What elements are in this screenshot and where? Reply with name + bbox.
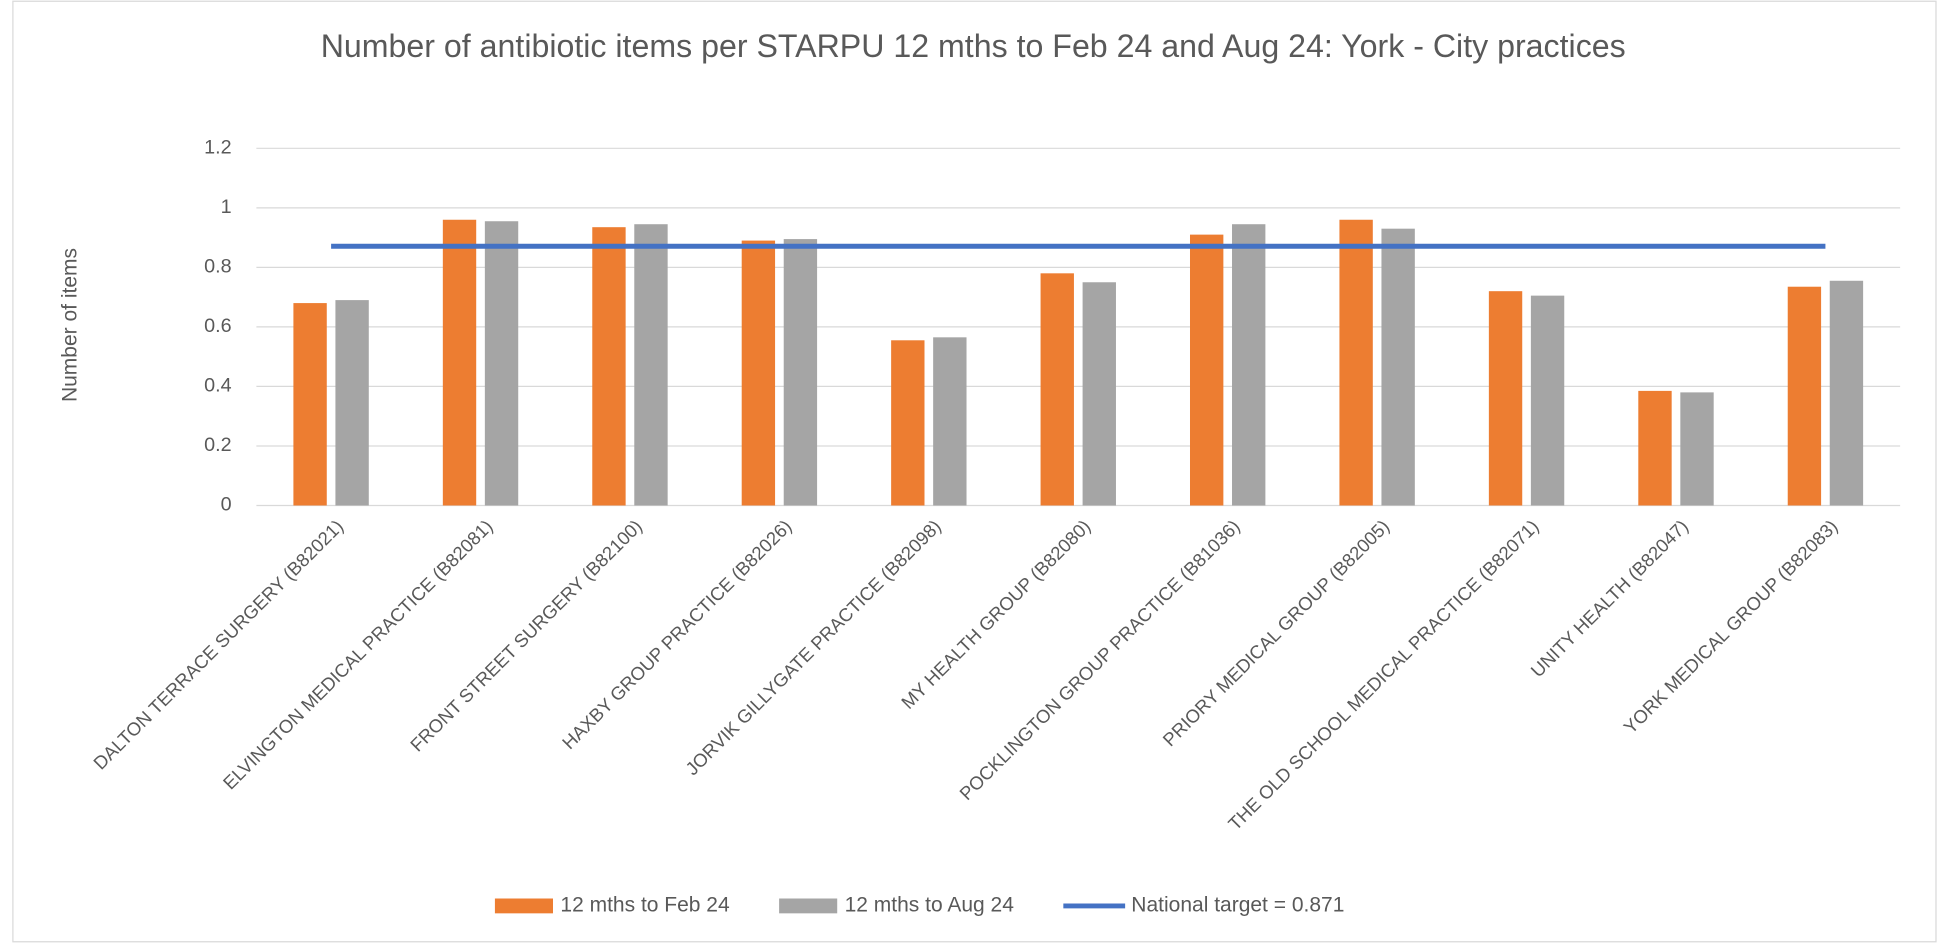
bar <box>1488 291 1523 506</box>
bar <box>1189 234 1224 506</box>
bar <box>1339 219 1373 506</box>
y-tick-label: 1.2 <box>204 137 231 159</box>
bar <box>741 240 776 506</box>
y-axis-label: Number of items <box>59 248 82 402</box>
bar <box>484 221 519 506</box>
y-tick-label: 0.4 <box>204 375 231 397</box>
bar <box>634 224 668 506</box>
bar <box>933 337 967 506</box>
legend-swatch <box>779 898 838 914</box>
bar <box>442 219 477 506</box>
title-box: Number of antibiotic items per STARPU 12… <box>320 27 1626 65</box>
bar <box>1787 286 1822 506</box>
bar <box>592 227 626 506</box>
bar <box>1530 295 1565 506</box>
y-tick-label: 0 <box>221 494 232 516</box>
bar <box>1680 392 1714 506</box>
legend-label: 12 mths to Aug 24 <box>845 893 1015 916</box>
bar <box>1040 273 1074 506</box>
y-tick-label: 1 <box>221 196 232 218</box>
bar <box>1232 224 1266 506</box>
legend-swatch <box>494 898 553 914</box>
chart-border <box>12 0 1937 943</box>
chart-title: Number of antibiotic items per STARPU 12… <box>320 27 1626 65</box>
bar <box>783 239 818 506</box>
y-tick-label: 0.2 <box>204 434 231 456</box>
y-tick-label: 0.8 <box>204 256 231 278</box>
bar <box>1829 280 1864 506</box>
y-tick-label: 0.6 <box>204 315 231 337</box>
bar <box>293 303 327 506</box>
bar <box>1638 390 1672 506</box>
bar <box>1381 228 1415 506</box>
bar <box>335 300 369 506</box>
legend-label: 12 mths to Feb 24 <box>560 893 730 916</box>
bar <box>1082 282 1116 506</box>
bar <box>891 340 925 506</box>
legend-label: National target = 0.871 <box>1131 893 1344 916</box>
